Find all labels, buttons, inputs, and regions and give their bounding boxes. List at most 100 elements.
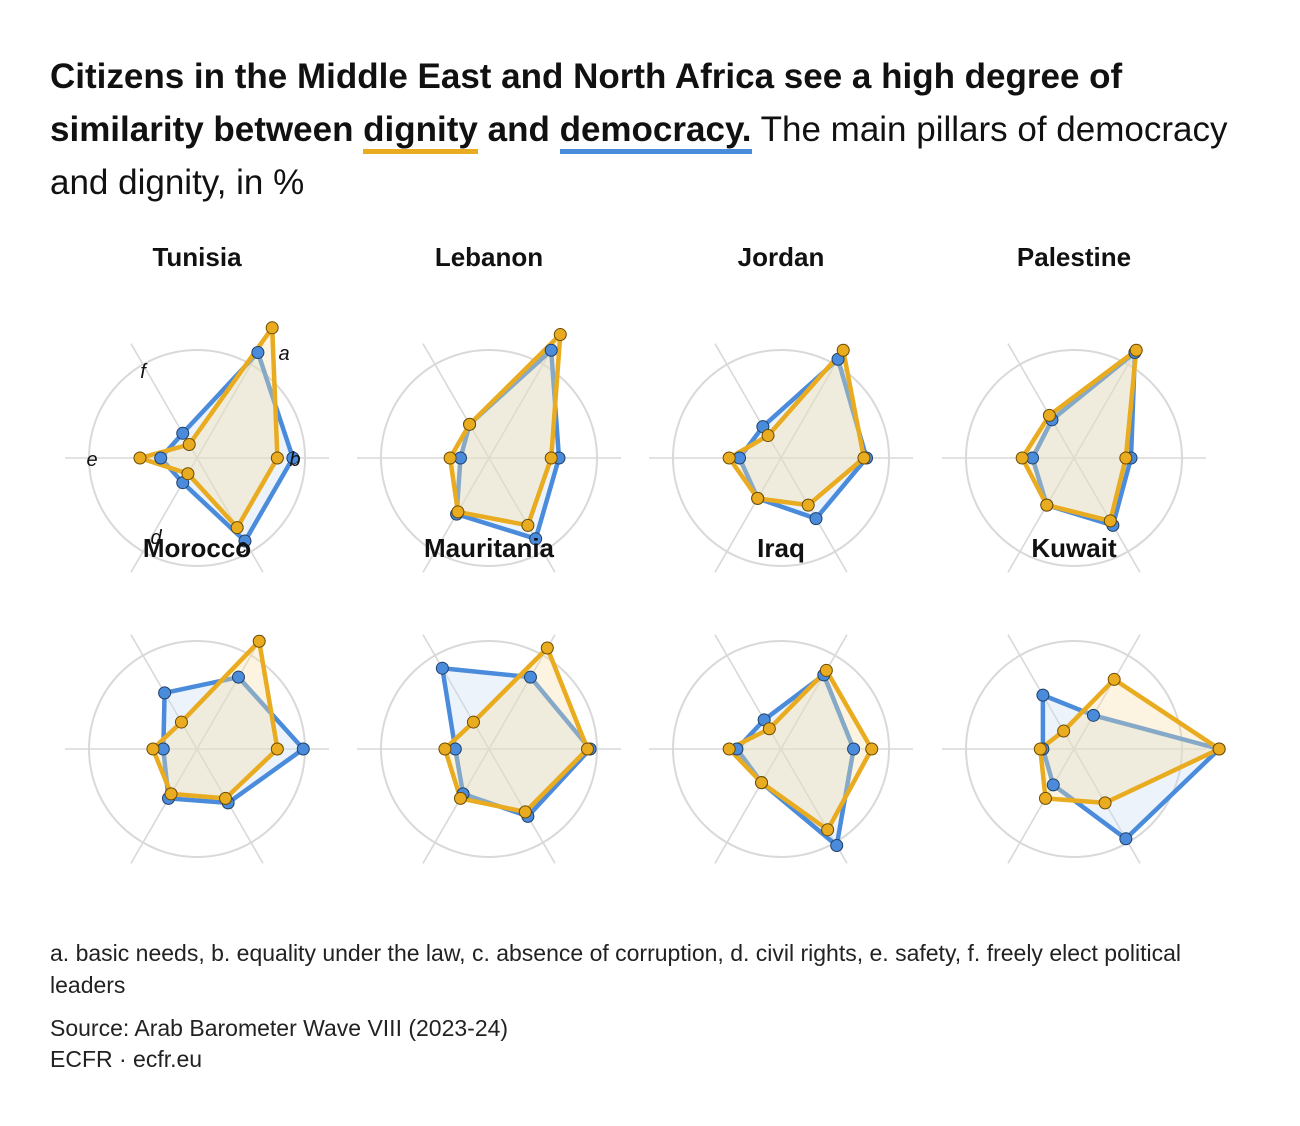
dignity-point xyxy=(865,742,879,756)
democracy-point xyxy=(1119,832,1133,846)
source-note: Source: Arab Barometer Wave VIII (2023-2… xyxy=(50,1015,509,1041)
democracy-point xyxy=(286,451,300,465)
democracy-point xyxy=(544,343,558,357)
dignity-point xyxy=(219,791,233,805)
dignity-point xyxy=(451,505,465,519)
dignity-point xyxy=(1042,408,1056,422)
democracy-point xyxy=(830,839,844,853)
dignity-point xyxy=(762,722,776,736)
dignity-point xyxy=(1103,514,1117,528)
chart-title: Jordan xyxy=(738,242,825,272)
democracy-point xyxy=(1046,778,1060,792)
dignity-point xyxy=(230,521,244,535)
democracy-point xyxy=(231,670,245,684)
chart-title: Morocco xyxy=(143,533,251,563)
dignity-point xyxy=(164,787,178,801)
chart-title: Lebanon xyxy=(435,242,543,272)
dignity-point xyxy=(836,343,850,357)
dignity-point xyxy=(540,641,554,655)
grid-spoke xyxy=(714,343,848,573)
radar-charts-svg: Tunisia a b c d e f Lebanon Jordan Palestine Moroc… xyxy=(65,242,1226,864)
grid-spoke xyxy=(1007,634,1141,864)
radar-chart-lebanon: Lebanon xyxy=(357,242,621,573)
headline: Citizens in the Middle East and North Af… xyxy=(50,50,1250,209)
grid-spoke xyxy=(130,634,264,864)
dignity-point xyxy=(463,417,477,431)
democracy-point xyxy=(523,670,537,684)
dignity-point xyxy=(801,498,815,512)
headline-subtitle: The main pillars of democracy and dignit… xyxy=(50,110,1228,202)
grid-spoke xyxy=(130,343,264,573)
dignity-point xyxy=(438,742,452,756)
dignity-point xyxy=(857,451,871,465)
dignity-point xyxy=(553,328,567,342)
democracy-point xyxy=(251,345,265,359)
radar-chart-mauritania: Mauritania xyxy=(357,533,621,864)
democracy-point xyxy=(296,742,310,756)
dignity-point xyxy=(722,742,736,756)
dignity-point xyxy=(1038,791,1052,805)
dignity-point xyxy=(182,438,196,452)
radar-chart-tunisia: Tunisia a b c d e f xyxy=(65,242,329,573)
radar-chart-palestine: Palestine xyxy=(942,242,1206,573)
headline-part1: Citizens in the Middle East and North Af… xyxy=(50,57,1123,149)
axis-label-c: c xyxy=(237,536,247,558)
democracy-point xyxy=(847,742,861,756)
axis-label-e: e xyxy=(86,449,97,471)
dignity-point xyxy=(252,634,266,648)
dignity-point xyxy=(1040,498,1054,512)
dignity-point xyxy=(1129,343,1143,357)
dignity-point xyxy=(133,451,147,465)
radar-chart-jordan: Jordan xyxy=(649,242,913,573)
democracy-point xyxy=(154,451,168,465)
dignity-point xyxy=(270,451,284,465)
dignity-point xyxy=(518,805,532,819)
democracy-point xyxy=(176,426,190,440)
axis-label-a: a xyxy=(278,343,289,365)
radar-chart-morocco: Morocco xyxy=(65,533,329,864)
axis-label-b: b xyxy=(289,449,300,471)
dignity-point xyxy=(521,518,535,532)
democracy-point xyxy=(1036,688,1050,702)
headline-democracy-keyword: democracy. xyxy=(559,110,752,154)
democracy-point xyxy=(529,532,543,546)
dignity-point xyxy=(821,823,835,837)
dignity-point xyxy=(1119,451,1133,465)
radar-chart-kuwait: Kuwait xyxy=(942,533,1226,864)
dignity-point xyxy=(1015,451,1029,465)
chart-title: Kuwait xyxy=(1031,533,1117,563)
dignity-point xyxy=(1098,796,1112,810)
chart-title: Iraq xyxy=(757,533,805,563)
dignity-point xyxy=(722,451,736,465)
dignity-point xyxy=(819,663,833,677)
dignity-point xyxy=(1212,742,1226,756)
axis-label-d: d xyxy=(150,527,162,549)
chart-title: Palestine xyxy=(1017,242,1131,272)
dignity-point xyxy=(270,742,284,756)
dignity-point xyxy=(466,715,480,729)
dignity-point xyxy=(755,776,769,790)
democracy-point xyxy=(158,686,172,700)
dignity-point xyxy=(544,451,558,465)
dignity-point xyxy=(580,742,594,756)
axis-label-f: f xyxy=(140,361,148,383)
dignity-point xyxy=(751,491,765,505)
democracy-point xyxy=(238,534,252,548)
dignity-polygon xyxy=(1038,677,1222,806)
democracy-point xyxy=(1086,708,1100,722)
dignity-point xyxy=(453,791,467,805)
dignity-point xyxy=(146,742,160,756)
chart-title: Mauritania xyxy=(424,533,555,563)
credit-note: ECFR · ecfr.eu xyxy=(50,1046,203,1072)
dignity-point xyxy=(1033,742,1047,756)
dignity-point xyxy=(174,715,188,729)
dignity-point xyxy=(1057,724,1071,738)
dignity-point xyxy=(1107,672,1121,686)
axis-legend-footnote: a. basic needs, b. equality under the la… xyxy=(50,940,1181,998)
democracy-point xyxy=(809,512,823,526)
dignity-point xyxy=(443,451,457,465)
grid-spoke xyxy=(1007,343,1141,573)
dignity-point xyxy=(181,467,195,481)
dignity-point xyxy=(265,321,279,335)
headline-dignity-keyword: dignity xyxy=(363,110,478,154)
